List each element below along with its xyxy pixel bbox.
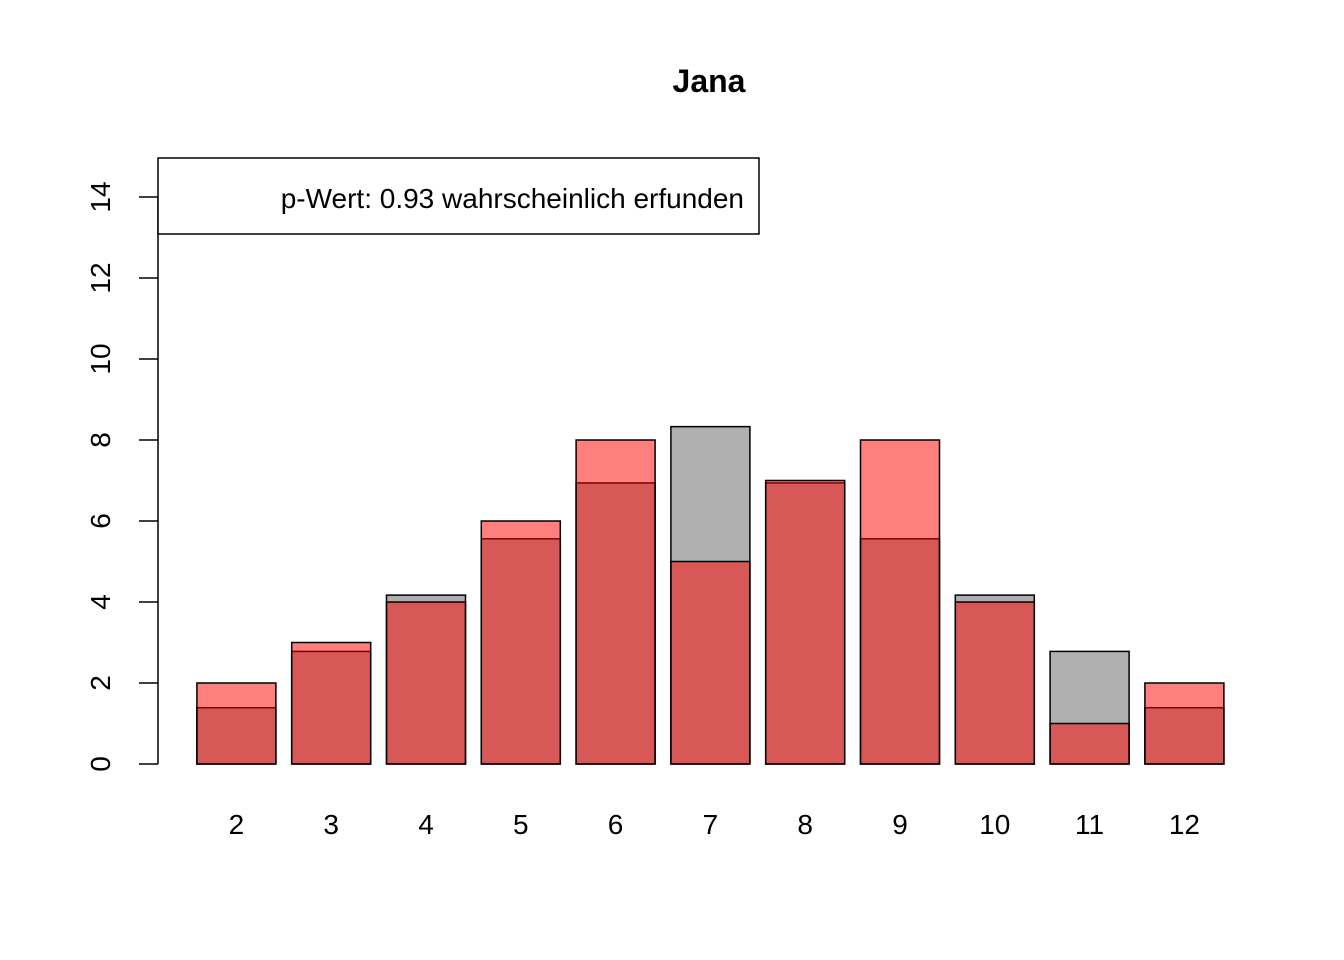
bar-observed bbox=[290, 641, 372, 765]
y-tick-label: 4 bbox=[85, 594, 116, 610]
y-tick-label: 12 bbox=[85, 262, 116, 293]
y-axis: 0 2 4 6 8 10 12 14 bbox=[85, 181, 159, 772]
bar-observed bbox=[859, 439, 941, 765]
y-tick-label: 10 bbox=[85, 343, 116, 374]
x-tick-label: 8 bbox=[797, 809, 813, 840]
y-tick-label: 0 bbox=[85, 756, 116, 772]
x-tick-label: 7 bbox=[703, 809, 719, 840]
x-tick-label: 6 bbox=[608, 809, 624, 840]
legend-text: p-Wert: 0.93 wahrscheinlich erfunden bbox=[281, 183, 744, 214]
y-tick-label: 2 bbox=[85, 675, 116, 691]
x-tick-label: 5 bbox=[513, 809, 529, 840]
x-tick-label: 4 bbox=[418, 809, 434, 840]
x-tick-label: 12 bbox=[1169, 809, 1200, 840]
x-tick-label: 2 bbox=[229, 809, 245, 840]
legend: p-Wert: 0.93 wahrscheinlich erfunden bbox=[157, 157, 760, 235]
y-tick-label: 14 bbox=[85, 181, 116, 212]
legend-box bbox=[157, 157, 760, 235]
bar-observed bbox=[954, 601, 1036, 765]
y-tick-label: 6 bbox=[85, 513, 116, 529]
x-tick-label: 3 bbox=[323, 809, 339, 840]
bar-observed bbox=[1144, 682, 1225, 765]
bar-observed bbox=[670, 560, 751, 765]
x-tick-label: 10 bbox=[979, 809, 1010, 840]
bar-observed bbox=[196, 682, 277, 765]
y-tick-label: 8 bbox=[85, 432, 116, 448]
bars-observed bbox=[196, 439, 1225, 765]
x-tick-label: 9 bbox=[892, 809, 908, 840]
bar-observed bbox=[385, 601, 467, 765]
x-tick-label: 11 bbox=[1075, 809, 1104, 840]
x-tick-labels: 2 3 4 5 6 7 8 9 10 11 12 bbox=[229, 809, 1200, 840]
bar-observed bbox=[480, 520, 562, 765]
bar-observed bbox=[764, 479, 846, 765]
bar-observed bbox=[575, 439, 656, 765]
chart-title: Jana bbox=[673, 63, 746, 99]
bar-observed bbox=[1049, 722, 1130, 765]
